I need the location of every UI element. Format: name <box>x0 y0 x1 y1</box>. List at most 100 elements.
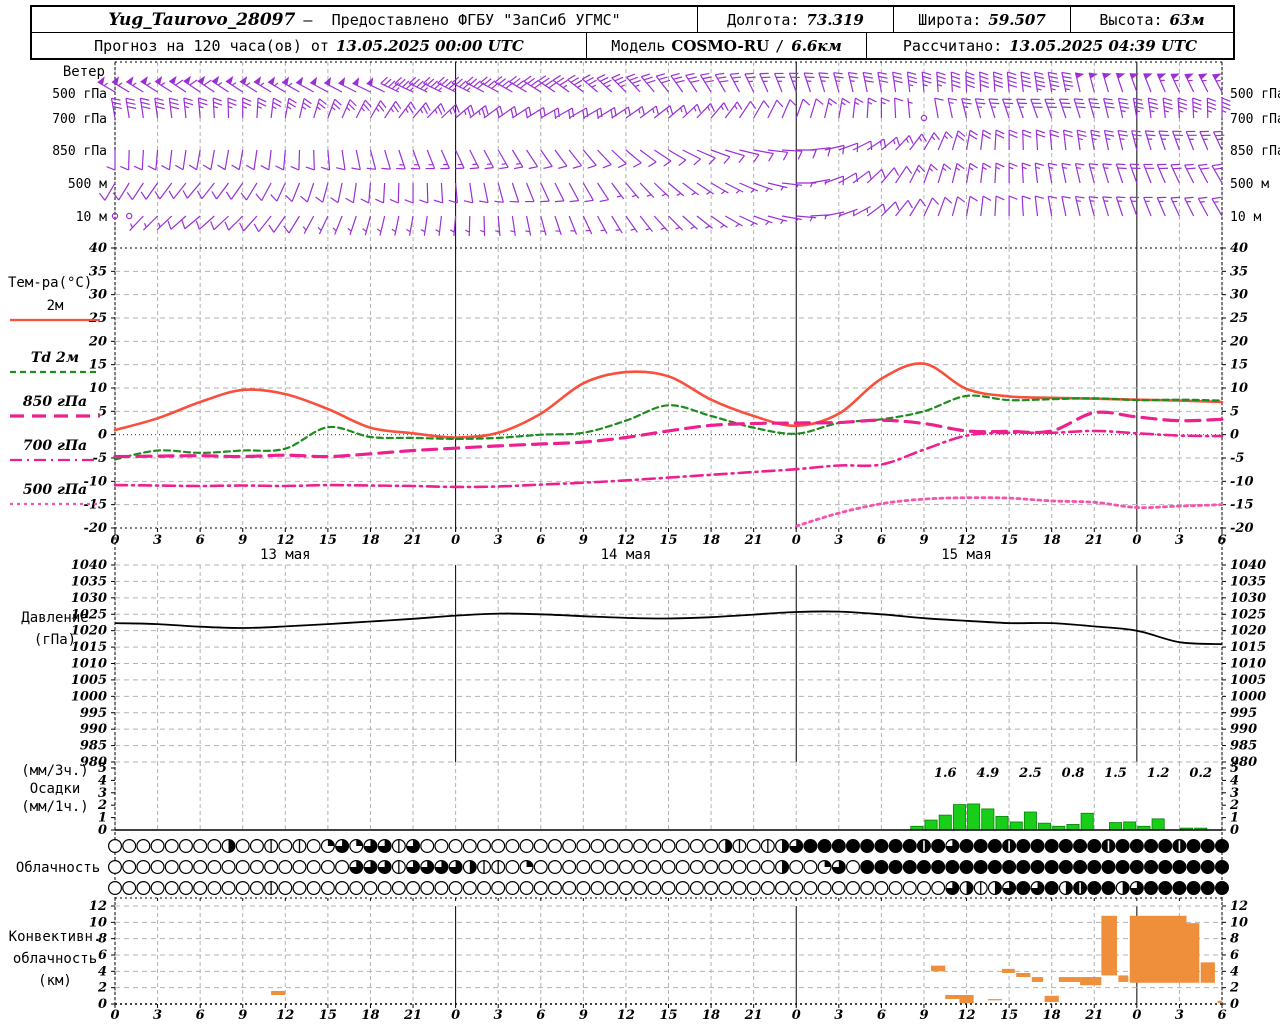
wind-barb <box>710 182 729 195</box>
temp-tick-right: -20 <box>1230 521 1254 536</box>
wind-barb <box>714 72 729 93</box>
wind-barb <box>1008 162 1018 183</box>
convective-tick-right: 6 <box>1230 948 1239 963</box>
cloud-cover-symbol <box>1115 859 1130 875</box>
wind-barb <box>980 162 992 184</box>
wind-barb <box>862 71 874 93</box>
wind-barb <box>824 175 845 186</box>
wind-barb <box>540 149 553 170</box>
wind-barb <box>739 215 758 227</box>
convective-cloud-bar <box>1200 962 1215 983</box>
precip-bar <box>1109 822 1123 831</box>
wind-barb <box>1170 73 1180 93</box>
wind-barb <box>317 215 329 235</box>
precip-3h-sum-label: 2.5 <box>1018 766 1042 781</box>
cloud-cover-symbol <box>207 838 222 854</box>
wind-barb <box>1206 97 1217 119</box>
wind-level-label-right: 500 м <box>1230 177 1269 192</box>
cloud-cover-symbol <box>448 838 463 854</box>
cloud-cover-symbol <box>391 838 406 854</box>
longitude-label: Долгота: <box>727 10 800 29</box>
precip-bar <box>1151 818 1165 831</box>
convective-cloud-bar <box>1217 1000 1222 1004</box>
wind-barb <box>1211 163 1224 184</box>
cloud-cover-symbol <box>945 838 960 854</box>
wind-barb <box>451 76 471 93</box>
wind-barb <box>526 149 539 170</box>
wind-barb <box>441 103 460 119</box>
cloud-cover-symbol <box>675 838 690 854</box>
wind-barb <box>988 98 1000 119</box>
wind-barb <box>753 182 773 193</box>
cloud-cover-symbol <box>320 838 335 854</box>
wind-barb <box>753 215 773 226</box>
hour-label: 0 <box>451 533 460 548</box>
cloud-cover-symbol <box>434 838 449 854</box>
hour-label-bottom: 6 <box>196 1008 205 1023</box>
wind-barb <box>1034 71 1046 93</box>
hour-label-bottom: 21 <box>1084 1008 1103 1023</box>
pressure-panel-title: Давление <box>21 610 88 626</box>
convective-cloud-bar <box>1118 975 1129 982</box>
temp-tick-right: 10 <box>1230 381 1248 396</box>
wind-barb <box>1199 130 1211 151</box>
wind-barb <box>465 76 485 93</box>
wind-barb <box>824 144 845 155</box>
cloud-cover-symbol <box>1016 859 1031 875</box>
wind-barb <box>1088 163 1099 184</box>
precip-bar <box>1038 822 1052 831</box>
wind-barb <box>239 76 258 93</box>
cloud-cover-symbol <box>349 859 364 875</box>
cloud-cover-symbol <box>689 859 704 875</box>
wind-barb <box>1076 129 1087 151</box>
wind-barb <box>347 215 357 236</box>
wind-barb <box>1131 130 1142 151</box>
wind-barb <box>803 72 815 93</box>
wind-barb <box>1212 73 1223 93</box>
cloud-cover-symbol <box>1058 880 1073 896</box>
wind-barb <box>302 215 315 234</box>
cloud-cover-symbol <box>533 859 548 875</box>
wind-barb <box>126 182 144 201</box>
cloud-cover-symbol <box>1002 880 1017 896</box>
wind-barb <box>366 77 385 93</box>
temp-tick-left: 25 <box>88 311 107 326</box>
wind-barb <box>759 72 771 93</box>
pressure-tick-left: 1010 <box>71 657 107 672</box>
temp-tick-left: 10 <box>89 381 107 396</box>
convective-tick-right: 8 <box>1230 932 1239 947</box>
wind-barb <box>639 105 660 119</box>
wind-barb <box>668 215 684 231</box>
wind-level-label-left: 10 м <box>76 210 107 225</box>
wind-barb <box>332 215 343 235</box>
longitude-cell: Долгота: 73.319 <box>697 7 893 32</box>
wind-barb <box>696 103 715 119</box>
wind-barb <box>852 205 871 217</box>
cloud-cover-symbol <box>675 880 690 896</box>
wind-barb <box>330 182 343 204</box>
convective-panel-title-2: облачность <box>13 951 97 967</box>
wind-barb <box>341 99 357 119</box>
cloud-cover-symbol <box>618 838 633 854</box>
wind-barb <box>497 106 518 119</box>
wind-barb <box>1006 71 1018 93</box>
wind-barb <box>300 182 315 203</box>
wind-barb <box>523 75 543 93</box>
wind-barb <box>611 106 631 119</box>
cloud-cover-symbol <box>178 859 193 875</box>
wind-barb <box>1162 97 1173 119</box>
hour-label: 18 <box>1043 533 1061 548</box>
wind-barb <box>1058 98 1072 119</box>
cloud-cover-symbol <box>1016 838 1031 854</box>
precip-tick-left: 0 <box>98 823 107 838</box>
wind-barb <box>738 100 757 119</box>
wind-barb <box>781 99 797 119</box>
cloud-cover-symbol <box>164 838 179 854</box>
wind-barb <box>139 97 151 119</box>
wind-barb <box>724 182 744 194</box>
wind-barb <box>125 97 137 119</box>
wind-barb <box>847 71 859 93</box>
hour-label: 3 <box>1175 533 1184 548</box>
cloud-cover-symbol <box>1073 880 1088 896</box>
cloud-cover-symbol <box>278 838 293 854</box>
